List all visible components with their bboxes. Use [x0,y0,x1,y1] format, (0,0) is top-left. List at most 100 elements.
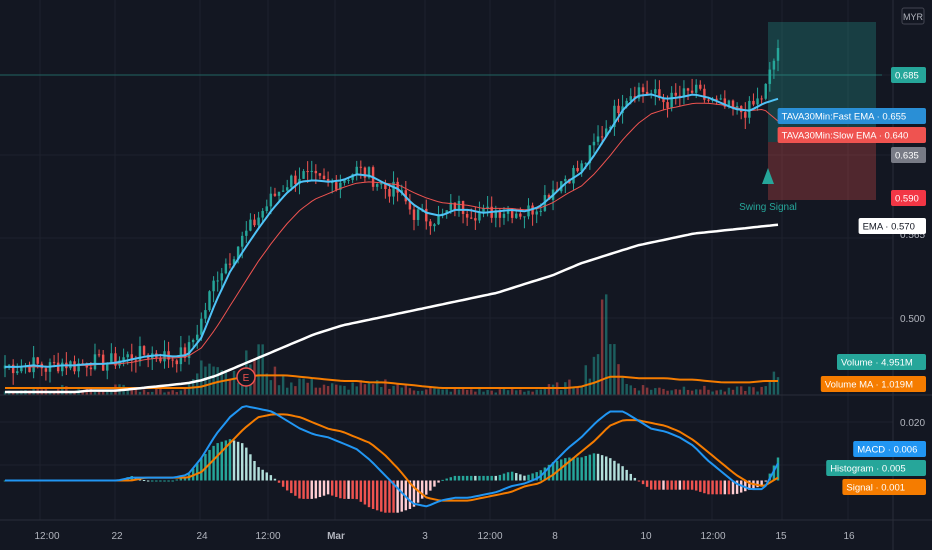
volume-bar [330,383,334,395]
candle-body [77,363,80,372]
candle-body [89,367,93,370]
candle-body [429,221,432,227]
price-badge [826,460,926,476]
histogram-bar [167,480,170,482]
volume-bar [310,378,313,395]
candle-body [699,84,702,89]
histogram-bar [392,480,395,513]
histogram-bar [285,480,289,491]
currency-box[interactable] [901,7,925,25]
time-axis-label: 22 [111,531,123,542]
candle-body [396,181,399,193]
volume-bar [764,386,767,395]
volume-bar [519,389,522,395]
volume-bar [723,391,727,395]
candle-body [257,217,260,226]
candle-body [330,182,334,184]
candle-body [359,166,363,168]
candlesticks[interactable] [3,39,780,385]
volume-bar [453,387,457,395]
volume-bar [294,386,297,395]
price-badges: 0.685 TAVA30Min:Fast EMA · 0.655 TAVA30Min… [777,67,926,495]
histogram-bar [335,480,338,497]
histogram-bar [151,480,154,482]
candle-body [269,193,273,207]
histogram-bar [384,480,387,513]
histogram-bar [281,480,285,487]
candle-body [465,213,469,218]
histogram-bar [429,480,432,491]
candle-body [384,183,387,190]
candle-body [294,175,297,184]
volume-bar [138,391,142,395]
volume-bar [371,384,375,395]
volume-bar [400,387,403,395]
histogram-bar [470,475,473,481]
volume-bar [560,390,563,395]
volume-bar [388,388,391,395]
candle-body [196,334,199,340]
candle-body [425,208,428,222]
candle-body [752,100,755,105]
volume-bar [404,384,408,395]
histogram-bar [506,472,510,481]
candle-body [592,141,596,146]
volume-bar [735,386,739,395]
volume-bar [629,385,632,395]
candle-body [253,219,256,226]
candle-body [605,128,608,137]
grid-lines [0,0,893,520]
price-badge [891,67,926,83]
candle-body [658,89,661,99]
earnings-marker-icon[interactable] [236,367,256,387]
volume-bar [703,385,706,395]
histogram-bar [678,480,682,490]
histogram-bar [142,480,146,482]
candle-body [776,48,780,61]
histogram-bar [568,457,571,481]
histogram-bar [744,480,747,492]
histogram-bar [551,462,555,481]
histogram-bar [560,459,563,481]
time-axis-label: 15 [775,531,787,542]
candle-body [637,87,641,99]
price-badge [777,127,926,143]
candle-body [629,96,632,101]
volume-bar [474,391,477,395]
histogram-bar [437,480,440,483]
time-axis-label: 12:00 [477,531,502,542]
stop-loss-zone[interactable] [768,142,876,200]
price-badge [777,108,926,124]
candle-body [216,280,219,282]
candle-body [449,202,453,211]
histogram-bar [183,476,187,481]
candle-body [727,100,731,107]
volume-bar [228,379,232,395]
volume-bar [326,386,330,395]
candle-body [412,209,416,220]
time-axis-label: 24 [196,531,208,542]
candle-body [245,230,248,236]
volume-bar [621,377,624,395]
volume-bar [465,389,469,395]
histogram-bar [388,480,391,513]
volume-bar [429,387,432,395]
candle-body [580,163,583,172]
volume-bar [539,389,543,395]
ema-line [5,223,779,394]
histogram-bar [609,458,612,481]
volume-bar [106,391,109,395]
volume-bar [355,386,358,395]
volume-bar [482,391,485,395]
histogram-bar [179,478,183,481]
histogram-bar [412,480,416,507]
volume-bar [649,389,653,395]
volume-bar [682,386,686,395]
histogram-bar [674,480,677,490]
candle-body [457,200,461,211]
histogram-bar [731,480,735,495]
histogram-bar [584,456,587,481]
histogram-bar [510,471,514,481]
volume-bar [134,387,138,395]
